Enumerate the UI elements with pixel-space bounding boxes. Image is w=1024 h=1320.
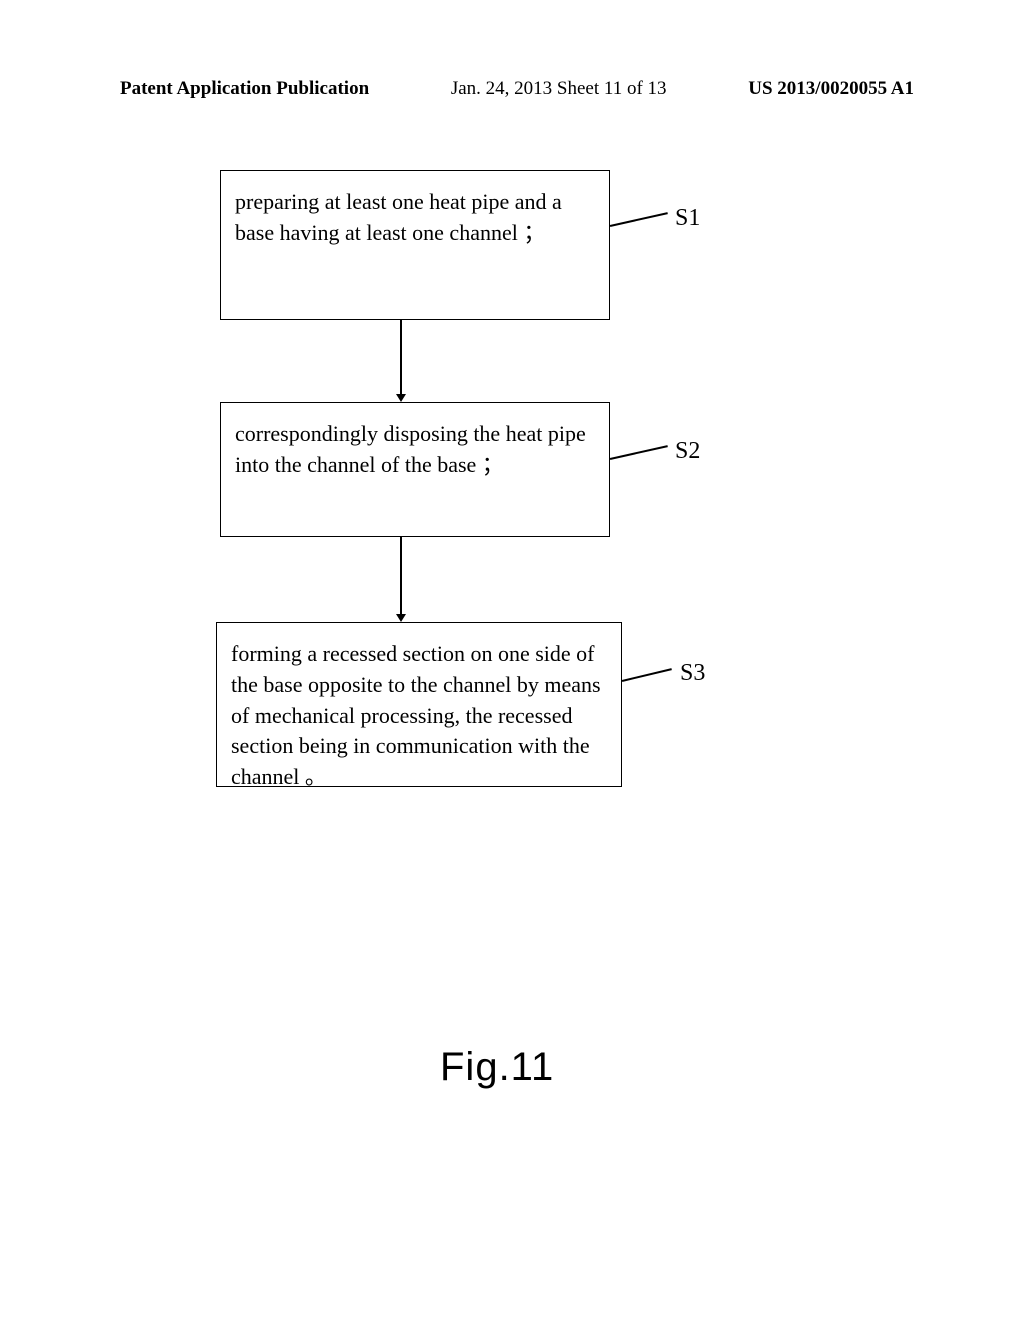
arrowhead-s1-s2 [396, 394, 406, 402]
flow-box-s3: forming a recessed section on one side o… [216, 622, 622, 787]
callout-line-s1 [610, 212, 668, 226]
header-mid: Jan. 24, 2013 Sheet 11 of 13 [451, 78, 667, 100]
header-right: US 2013/0020055 A1 [748, 78, 914, 100]
callout-line-s2 [610, 445, 668, 459]
figure-label: Fig.11 [440, 1045, 554, 1090]
step-label-s3: S3 [680, 660, 705, 687]
connector-s2-s3 [400, 537, 402, 616]
arrowhead-s2-s3 [396, 614, 406, 622]
connector-s1-s2 [400, 320, 402, 396]
flow-box-s1: preparing at least one heat pipe and a b… [220, 170, 610, 320]
callout-line-s3 [622, 668, 672, 681]
step-label-s1: S1 [675, 205, 700, 232]
header-left: Patent Application Publication [120, 78, 369, 100]
page-header: Patent Application Publication Jan. 24, … [0, 78, 1024, 100]
step-label-s2: S2 [675, 438, 700, 465]
flow-box-s2: correspondingly disposing the heat pipe … [220, 402, 610, 537]
